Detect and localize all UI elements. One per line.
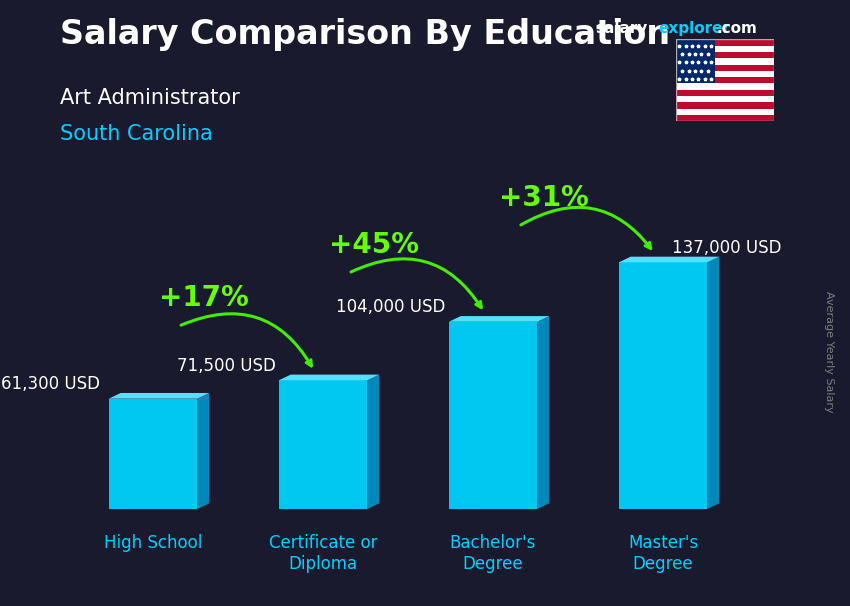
Polygon shape <box>367 375 379 509</box>
FancyBboxPatch shape <box>279 381 367 509</box>
Bar <box>676 52 774 58</box>
FancyBboxPatch shape <box>109 399 197 509</box>
Polygon shape <box>537 316 549 509</box>
Bar <box>676 96 774 102</box>
Text: +17%: +17% <box>159 284 249 312</box>
Polygon shape <box>449 316 549 322</box>
Bar <box>676 71 774 77</box>
Bar <box>676 90 774 96</box>
Bar <box>676 84 774 90</box>
Bar <box>676 115 774 121</box>
Text: salary: salary <box>595 21 648 36</box>
Bar <box>676 58 774 65</box>
Polygon shape <box>279 375 379 381</box>
Polygon shape <box>619 257 719 262</box>
FancyBboxPatch shape <box>619 262 707 509</box>
Bar <box>676 108 774 115</box>
Text: Salary Comparison By Education: Salary Comparison By Education <box>60 18 670 51</box>
Text: 137,000 USD: 137,000 USD <box>672 239 781 257</box>
Bar <box>676 77 774 84</box>
Text: Average Yearly Salary: Average Yearly Salary <box>824 291 834 412</box>
Text: +45%: +45% <box>329 231 419 259</box>
Text: Master's
Degree: Master's Degree <box>628 534 698 573</box>
Text: Bachelor's
Degree: Bachelor's Degree <box>450 534 536 573</box>
Text: High School: High School <box>104 534 202 552</box>
Text: 61,300 USD: 61,300 USD <box>2 375 100 393</box>
Bar <box>676 39 715 84</box>
Bar <box>676 45 774 52</box>
Text: 104,000 USD: 104,000 USD <box>336 298 445 316</box>
Polygon shape <box>197 393 209 509</box>
Bar <box>676 102 774 108</box>
Text: Art Administrator: Art Administrator <box>60 88 239 108</box>
Polygon shape <box>707 257 719 509</box>
Text: .com: .com <box>717 21 757 36</box>
Text: Certificate or
Diploma: Certificate or Diploma <box>269 534 377 573</box>
Text: 71,500 USD: 71,500 USD <box>177 357 275 375</box>
Text: South Carolina: South Carolina <box>60 124 212 144</box>
Bar <box>676 65 774 71</box>
FancyBboxPatch shape <box>449 322 537 509</box>
Text: explorer: explorer <box>659 21 731 36</box>
Text: +31%: +31% <box>499 184 589 212</box>
Bar <box>676 39 774 45</box>
Polygon shape <box>109 393 209 399</box>
